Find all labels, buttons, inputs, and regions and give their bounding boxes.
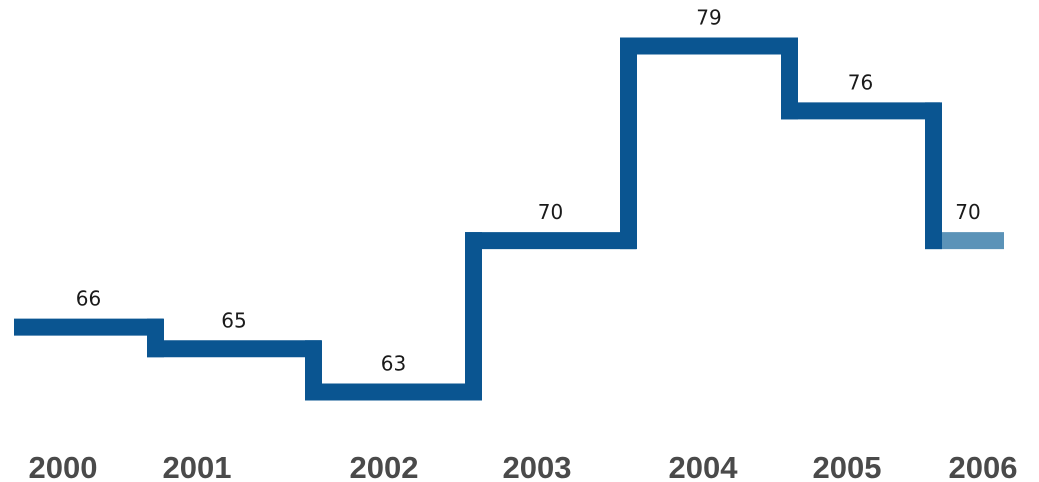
data-label-2006: 70 xyxy=(955,200,980,224)
step-segment-2005 xyxy=(781,102,940,120)
data-label-2001: 65 xyxy=(221,308,246,332)
step-connector-2003-2004 xyxy=(620,37,637,250)
x-tick-label-2000: 2000 xyxy=(29,450,98,482)
x-tick-label-2006: 2006 xyxy=(949,450,1018,482)
data-label-2004: 79 xyxy=(696,6,721,30)
x-tick-label-2001: 2001 xyxy=(163,450,232,482)
step-segment-2002 xyxy=(305,383,482,401)
x-tick-label-2004: 2004 xyxy=(669,450,739,482)
step-connector-2004-2005 xyxy=(781,37,798,120)
step-segment-2004 xyxy=(620,37,798,55)
value-labels: 66 65 63 70 79 76 70 xyxy=(76,6,981,376)
data-label-2003: 70 xyxy=(538,200,563,224)
step-connector-2002-2003 xyxy=(465,232,482,401)
data-label-2002: 63 xyxy=(381,352,406,376)
step-segment-2003 xyxy=(465,232,636,250)
x-tick-label-2005: 2005 xyxy=(813,450,882,482)
data-label-2005: 76 xyxy=(848,70,873,94)
step-connector-2000-2001 xyxy=(147,318,164,358)
step-connector-2005-2006 xyxy=(925,102,942,250)
step-segment-2001 xyxy=(147,340,321,358)
step-segment-2006 xyxy=(925,232,1004,250)
step-segment-2000 xyxy=(14,318,163,336)
data-label-2000: 66 xyxy=(76,287,101,311)
step-connector-2001-2002 xyxy=(305,340,322,401)
year-labels: 2000 2001 2002 2003 2004 2005 2006 xyxy=(29,450,1018,482)
x-tick-label-2002: 2002 xyxy=(350,450,419,482)
x-tick-label-2003: 2003 xyxy=(503,450,572,482)
step-line-segments xyxy=(14,37,1004,401)
